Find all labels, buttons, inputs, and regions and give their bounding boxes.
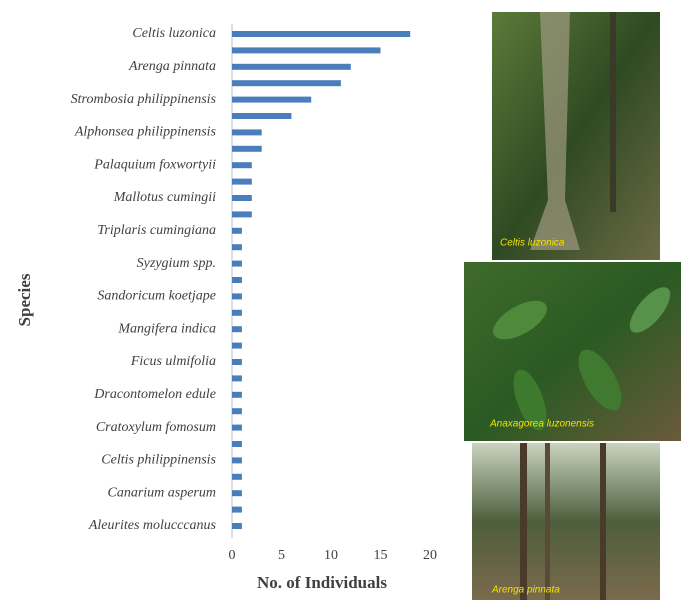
bar [232, 441, 242, 447]
x-tick-label: 5 [278, 548, 285, 563]
photo: Anaxagorea luzonensis [464, 262, 681, 441]
bar [232, 113, 292, 119]
bar [232, 293, 242, 300]
bar [232, 342, 242, 349]
y-tick-label: Mangifera indica [117, 321, 216, 336]
bar [232, 424, 242, 431]
photo: Celtis luzonica [492, 12, 660, 260]
y-tick-label: Ficus ulmifolia [130, 354, 216, 369]
y-tick-label: Palaquium foxwortyii [93, 157, 216, 172]
y-tick-label: Strombosia philippinensis [71, 92, 217, 107]
bar [232, 490, 242, 497]
x-tick-label: 10 [324, 548, 338, 563]
bar [232, 473, 242, 480]
bar [232, 227, 242, 234]
bar [232, 31, 411, 37]
photo-caption: Anaxagorea luzonensis [489, 419, 594, 430]
photo: Arenga pinnata [472, 443, 660, 600]
bar [232, 309, 242, 316]
bar [232, 63, 351, 70]
bar [232, 162, 252, 169]
bar [232, 80, 341, 87]
bar [232, 408, 242, 415]
bar [232, 47, 381, 54]
photo-caption: Celtis luzonica [500, 238, 565, 249]
y-tick-label: Sandoricum koetjape [97, 289, 216, 304]
bar [232, 523, 242, 529]
bar [232, 277, 242, 283]
x-tick-label: 20 [423, 548, 437, 563]
x-tick-label: 15 [374, 548, 388, 563]
bar [232, 195, 252, 201]
y-tick-label: Celtis philippinensis [101, 453, 216, 468]
bar [232, 211, 252, 218]
bar [232, 506, 242, 513]
y-tick-label: Alphonsea philippinensis [74, 125, 217, 140]
y-tick-label: Arenga pinnata [128, 59, 216, 74]
y-tick-label: Aleurites molucccanus [88, 518, 217, 533]
y-axis-title: Species [15, 273, 34, 326]
bar [232, 326, 242, 333]
bar [232, 96, 312, 103]
y-tick-label: Celtis luzonica [132, 26, 216, 41]
bar [232, 129, 262, 136]
y-tick-label: Canarium asperum [107, 485, 216, 500]
bar [232, 178, 252, 185]
y-tick-label: Triplaris cumingiana [97, 223, 216, 238]
bar [232, 244, 242, 251]
y-tick-label: Dracontomelon edule [93, 387, 216, 402]
x-axis-title: No. of Individuals [257, 573, 387, 592]
x-tick-label: 0 [229, 548, 236, 563]
photo-caption: Arenga pinnata [491, 585, 560, 596]
bar [232, 260, 242, 267]
bar [232, 391, 242, 398]
bar [232, 457, 242, 464]
bar [232, 375, 242, 382]
y-tick-label: Syzygium spp. [137, 256, 216, 271]
y-tick-label: Mallotus cumingii [113, 190, 216, 205]
y-tick-label: Cratoxylum fomosum [96, 420, 216, 435]
bar [232, 359, 242, 365]
bar [232, 145, 262, 152]
